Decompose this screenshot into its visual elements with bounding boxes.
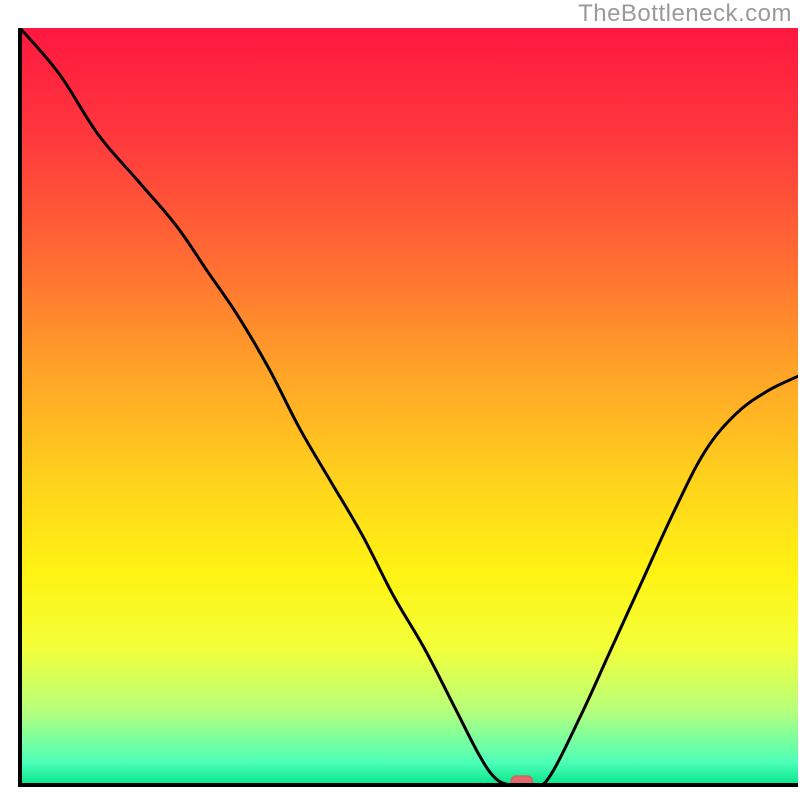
chart-stage: TheBottleneck.com (0, 0, 800, 800)
bottleneck-curve-chart (0, 0, 800, 800)
watermark-text: TheBottleneck.com (578, 0, 792, 28)
gradient-background (20, 28, 798, 785)
